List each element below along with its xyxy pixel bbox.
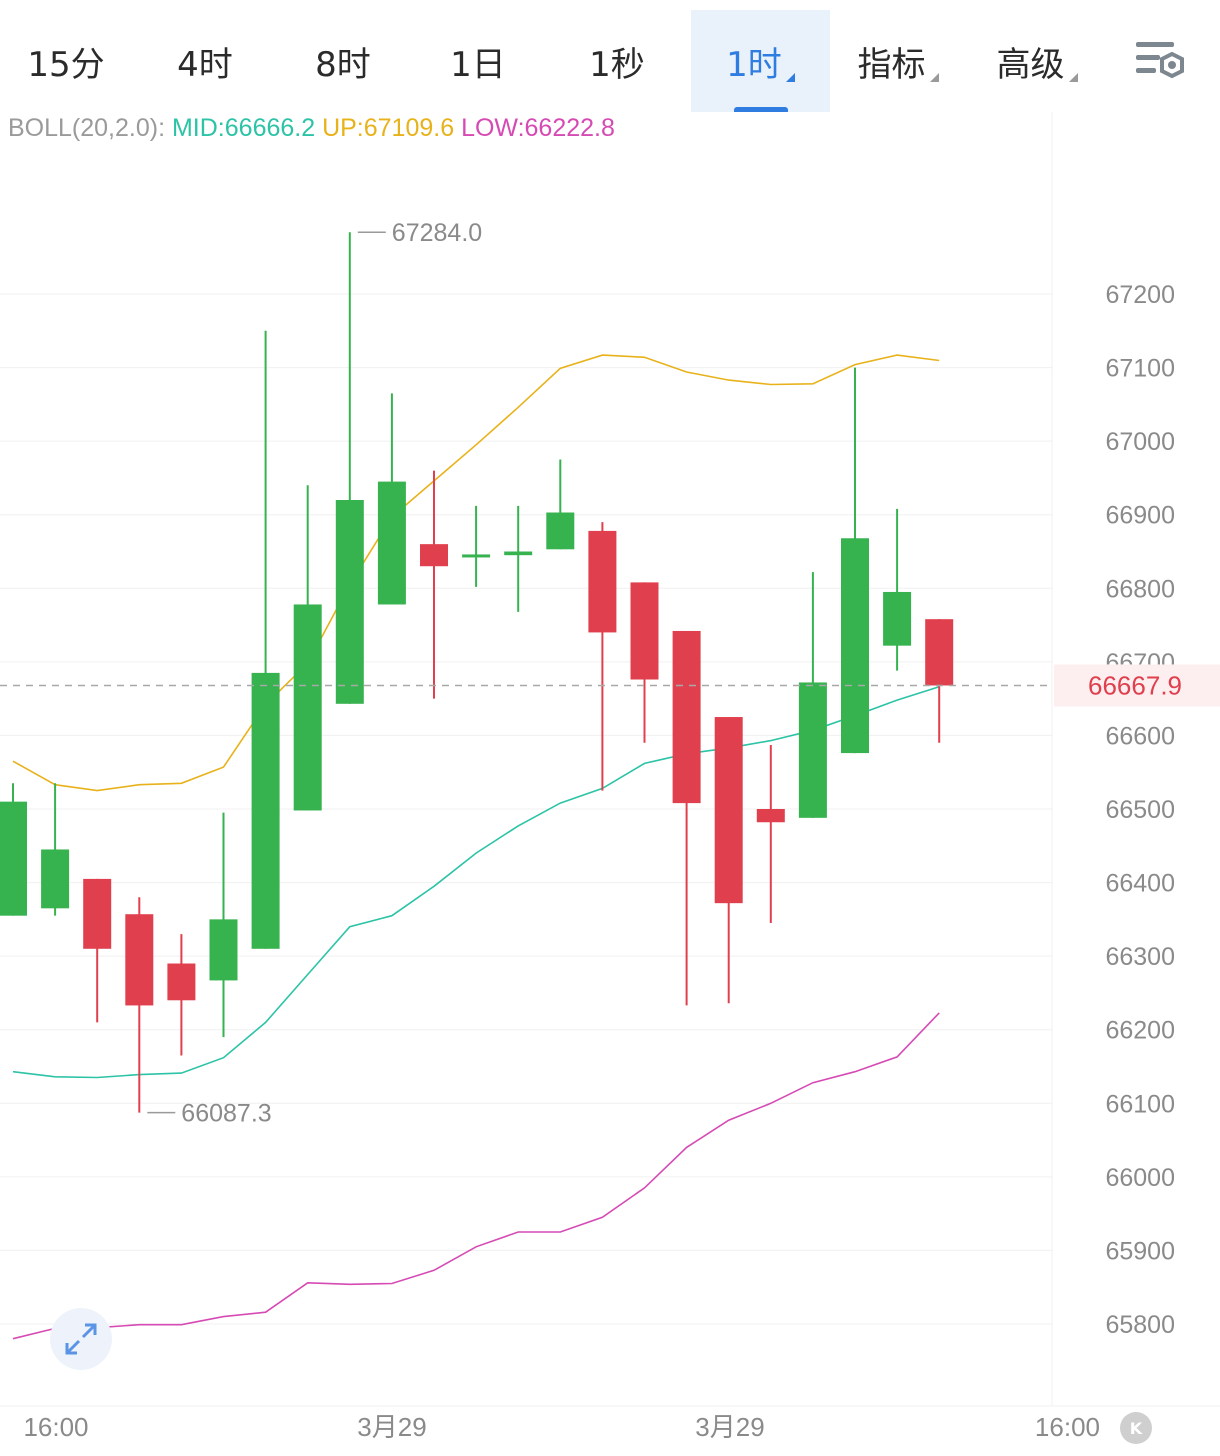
y-axis-tick-label: 66300 <box>1105 943 1175 971</box>
tab-1秒[interactable]: 1秒 <box>557 10 677 112</box>
y-axis-tick-label: 66200 <box>1105 1017 1175 1045</box>
y-axis-tick-label: 66900 <box>1105 502 1175 530</box>
x-axis-tick-label: 3月29 <box>357 1412 426 1442</box>
settings-gear-icon <box>1136 42 1184 79</box>
dropdown-corner-icon <box>785 73 795 82</box>
tab-15分[interactable]: 15分 <box>10 10 122 112</box>
tab-label: 8时 <box>315 44 371 85</box>
tab-1日[interactable]: 1日 <box>418 10 538 112</box>
boll-indicator-legend: BOLL(20,2.0): MID:66666.2 UP:67109.6 LOW… <box>8 114 615 143</box>
candle-body <box>293 604 322 811</box>
current-price-badge-bg <box>1054 664 1220 707</box>
boll-mid-value: MID:66666.2 <box>171 114 316 142</box>
y-axis-tick-label: 67200 <box>1105 281 1175 309</box>
timeframe-tabbar: 15分 4时 8时 1日 1秒 1时 指标 高级 <box>0 0 1220 112</box>
candle-body <box>756 809 785 823</box>
boll-up-value: UP:67109.6 <box>322 114 455 142</box>
candle-body <box>925 619 954 686</box>
min-price-label: 66087.3 <box>181 1100 271 1128</box>
candle-body <box>588 530 617 633</box>
candle-body <box>883 591 912 646</box>
y-axis-tick-label: 66000 <box>1105 1164 1175 1192</box>
y-axis-tick-label: 65800 <box>1105 1311 1175 1339</box>
y-axis-tick-label: 66500 <box>1105 796 1175 824</box>
tab-label: 1秒 <box>589 44 645 85</box>
candle-body <box>251 672 280 949</box>
tab-4时[interactable]: 4时 <box>145 10 265 112</box>
tab-指标[interactable]: 指标 <box>833 10 963 112</box>
boll-upper-line <box>12 354 940 792</box>
candle-body <box>630 582 659 680</box>
candle-body <box>462 554 491 558</box>
tab-8时[interactable]: 8时 <box>283 10 403 112</box>
candle-body <box>714 717 743 904</box>
candle-body <box>672 630 701 804</box>
tab-label: 指标 <box>857 44 926 85</box>
tab-label: 高级 <box>996 44 1065 85</box>
y-axis-tick-label: 67100 <box>1105 355 1175 383</box>
active-tab-indicator <box>733 107 788 112</box>
candle-body <box>167 963 196 1001</box>
k-badge-icon[interactable]: K <box>1120 1412 1152 1444</box>
max-price-label: 67284.0 <box>392 219 482 247</box>
x-axis-tick-label: 16:00 <box>23 1412 88 1442</box>
boll-middle-line <box>12 685 940 1079</box>
tab-label: 1时 <box>726 44 782 85</box>
candle-body <box>420 544 448 567</box>
dropdown-corner-icon <box>929 73 939 82</box>
tab-label: 15分 <box>27 44 105 85</box>
y-axis-tick-label: 67000 <box>1105 428 1175 456</box>
candle-body <box>83 878 112 949</box>
candle-body <box>41 849 70 909</box>
boll-low-value: LOW:66222.8 <box>461 114 615 142</box>
boll-name: BOLL(20,2.0): <box>8 114 166 142</box>
candle-body <box>504 551 533 556</box>
y-axis-tick-label: 66600 <box>1105 722 1175 750</box>
tab-label: 4时 <box>177 44 233 85</box>
candle-body <box>798 682 827 818</box>
y-axis-tick-label: 65900 <box>1105 1237 1175 1265</box>
candle-body <box>0 801 27 916</box>
boll-lower-line <box>12 1012 940 1340</box>
y-axis-tick-label: 66100 <box>1105 1090 1175 1118</box>
tab-高级[interactable]: 高级 <box>972 10 1102 112</box>
candle-body <box>546 512 575 550</box>
current-price-label: 66667.9 <box>1088 670 1182 700</box>
chart-settings-button[interactable] <box>1134 38 1190 84</box>
tab-1时[interactable]: 1时 <box>691 10 830 112</box>
candle-body <box>209 919 238 981</box>
y-axis-tick-label: 66800 <box>1105 575 1175 603</box>
y-axis-tick-label: 66400 <box>1105 870 1175 898</box>
candle-body <box>377 481 406 605</box>
candle-body <box>335 500 364 704</box>
x-axis-tick-label: 16:00 <box>1035 1412 1100 1442</box>
expand-chart-button[interactable] <box>50 1308 112 1370</box>
tab-label: 1日 <box>450 44 506 85</box>
candle-body <box>841 538 869 754</box>
x-axis-tick-label: 3月29 <box>695 1412 764 1442</box>
dropdown-corner-icon <box>1068 73 1078 82</box>
candle-body <box>125 914 154 1006</box>
expand-arrows-icon <box>65 1323 97 1355</box>
